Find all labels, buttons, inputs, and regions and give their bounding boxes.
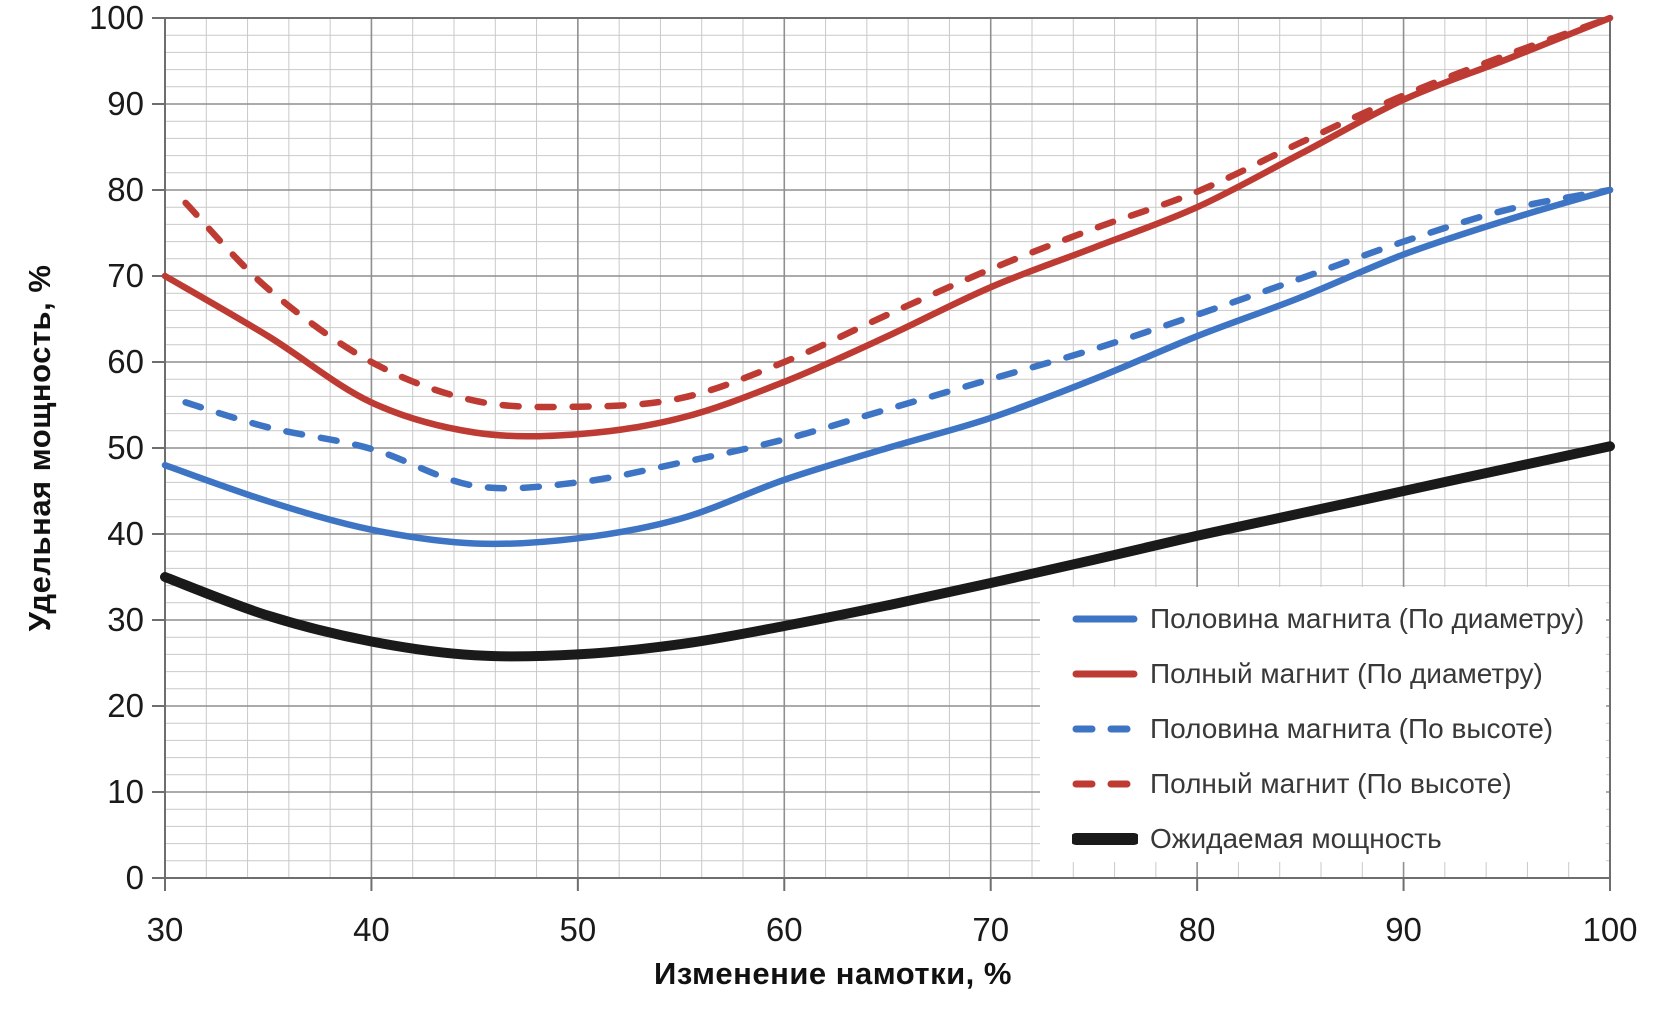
series-line-1 (161, 14, 1614, 440)
legend-label: Полный магнит (По высоте) (1150, 767, 1512, 799)
legend-line-sample (1072, 725, 1138, 732)
series-line-3 (182, 14, 1614, 411)
x-tick-label: 30 (147, 911, 184, 948)
y-tick-label: 40 (107, 515, 144, 552)
x-tick-label: 60 (766, 911, 803, 948)
x-tick-label: 100 (1582, 911, 1637, 948)
legend-label: Половина магнита (По диаметру) (1150, 602, 1585, 634)
y-tick-label: 0 (126, 859, 144, 896)
x-tick-label: 90 (1385, 911, 1422, 948)
y-tick-label: 10 (107, 773, 144, 810)
x-tick-label: 70 (972, 911, 1009, 948)
x-axis-title: Изменение намотки, % (654, 956, 1012, 991)
legend-line-sample (1072, 615, 1138, 622)
y-tick-label: 90 (107, 85, 144, 122)
y-tick-label: 30 (107, 601, 144, 638)
series-line-4 (160, 441, 1615, 662)
legend-line-sample (1072, 832, 1138, 845)
series-line-2 (182, 186, 1614, 492)
x-tick-labels: 30 40 50 60 70 80 90 100 (147, 911, 1638, 948)
y-tick-label: 20 (107, 687, 144, 724)
y-tick-label: 60 (107, 343, 144, 380)
y-tick-label: 100 (89, 0, 144, 36)
legend-item-1: Полный магнит (По диаметру) (1040, 646, 1606, 701)
legend-line-sample (1072, 670, 1138, 677)
legend: Половина магнита (По диаметру) Полный маг… (1040, 587, 1606, 862)
x-tick-label: 40 (353, 911, 390, 948)
legend-label: Полный магнит (По диаметру) (1150, 657, 1543, 689)
legend-item-2: Половина магнита (По высоте) (1040, 701, 1606, 756)
tick-marks (152, 17, 1611, 891)
x-tick-label: 80 (1179, 911, 1216, 948)
y-tick-label: 80 (107, 171, 144, 208)
y-tick-label: 50 (107, 429, 144, 466)
y-tick-labels: 0 10 20 30 40 50 60 70 80 90 100 (89, 0, 144, 896)
x-tick-label: 50 (559, 911, 596, 948)
y-tick-label: 70 (107, 257, 144, 294)
legend-item-3: Полный магнит (По высоте) (1040, 756, 1606, 811)
legend-item-4: Ожидаемая мощность (1040, 811, 1606, 866)
legend-line-sample (1072, 780, 1138, 787)
y-axis-title: Удельная мощность, % (22, 264, 57, 632)
legend-item-0: Половина магнита (По диаметру) (1040, 591, 1606, 646)
legend-label: Ожидаемая мощность (1150, 822, 1442, 854)
series-line-0 (161, 186, 1614, 548)
legend-label: Половина магнита (По высоте) (1150, 712, 1554, 744)
